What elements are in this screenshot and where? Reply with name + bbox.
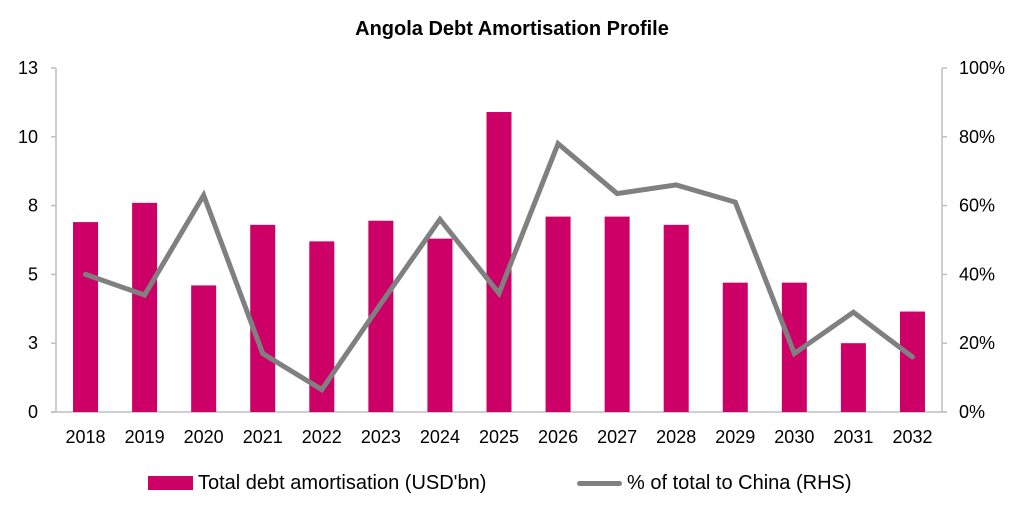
bar bbox=[663, 224, 689, 412]
bar bbox=[73, 222, 99, 412]
left-tick-label: 3 bbox=[28, 333, 38, 353]
legend-swatch-line bbox=[577, 480, 622, 486]
right-tick-label: 100% bbox=[959, 58, 1005, 78]
right-tick-label: 0% bbox=[959, 402, 985, 422]
x-tick-label: 2019 bbox=[125, 427, 165, 447]
bar bbox=[604, 216, 630, 412]
x-tick-label: 2021 bbox=[243, 427, 283, 447]
bar bbox=[250, 224, 276, 412]
tick-labels: 0 3 5 8 10 13 0% 20% 40% 60% 80% 100% 2018 2019 2020 20… bbox=[18, 58, 1005, 447]
legend-item-bar: Total debt amortisation (USD'bn) bbox=[148, 468, 486, 498]
x-tick-label: 2023 bbox=[361, 427, 401, 447]
right-tick-label: 40% bbox=[959, 264, 995, 284]
right-tick-label: 20% bbox=[959, 333, 995, 353]
x-tick-label: 2020 bbox=[184, 427, 224, 447]
x-tick-label: 2032 bbox=[892, 427, 932, 447]
left-tick-label: 13 bbox=[18, 58, 38, 78]
bar bbox=[899, 311, 925, 412]
bar bbox=[722, 282, 748, 412]
x-tick-label: 2030 bbox=[774, 427, 814, 447]
right-tick-label: 60% bbox=[959, 196, 995, 216]
line-series bbox=[83, 139, 915, 394]
chart-title: Angola Debt Amortisation Profile bbox=[355, 18, 669, 40]
left-tick-label: 0 bbox=[28, 402, 38, 422]
x-tick-label: 2028 bbox=[656, 427, 696, 447]
bar bbox=[132, 202, 158, 412]
x-tick-label: 2025 bbox=[479, 427, 519, 447]
x-tick-label: 2024 bbox=[420, 427, 460, 447]
left-tick-label: 10 bbox=[18, 127, 38, 147]
legend-label-bar: Total debt amortisation (USD'bn) bbox=[198, 471, 487, 494]
bar-series bbox=[73, 112, 925, 413]
bar bbox=[486, 112, 512, 413]
x-tick-label: 2026 bbox=[538, 427, 578, 447]
bar bbox=[427, 238, 453, 412]
bar bbox=[545, 216, 571, 412]
left-tick-label: 5 bbox=[28, 264, 38, 284]
bar bbox=[840, 343, 866, 412]
x-tick-label: 2029 bbox=[715, 427, 755, 447]
legend-swatch-bar bbox=[148, 476, 193, 490]
bar bbox=[191, 285, 217, 412]
x-tick-label: 2027 bbox=[597, 427, 637, 447]
legend-item-line: % of total to China (RHS) bbox=[577, 468, 852, 498]
right-tick-label: 80% bbox=[959, 127, 995, 147]
x-tick-label: 2031 bbox=[833, 427, 873, 447]
x-tick-label: 2018 bbox=[66, 427, 106, 447]
left-tick-label: 8 bbox=[28, 196, 38, 216]
x-tick-label: 2022 bbox=[302, 427, 342, 447]
legend-label-line: % of total to China (RHS) bbox=[627, 471, 852, 494]
